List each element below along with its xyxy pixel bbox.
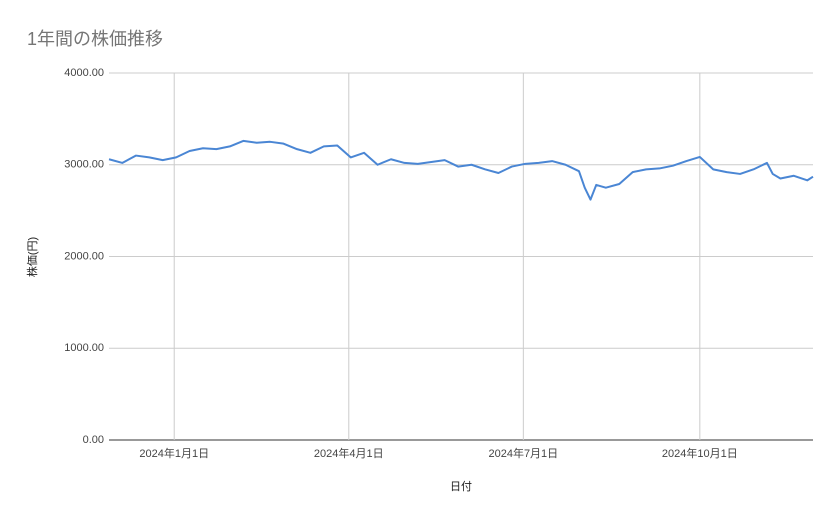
x-tick-label: 2024年10月1日 [662,446,738,460]
line [108,139,814,201]
x-tick-label: 2024年4月1日 [314,446,384,460]
y-tick-label: 3000.00 [64,159,104,171]
chart-title: 1年間の株価推移 [27,29,163,49]
y-tick-label: 0.00 [83,434,104,446]
y-axis-label: 株価(円) [25,237,39,277]
y-tick-label: 4000.00 [64,67,104,79]
x-tick-label: 2024年1月1日 [139,446,209,460]
x-tick-label: 2024年7月1日 [488,446,558,460]
y-tick-label: 1000.00 [64,342,104,354]
x-axis-label: 日付 [450,480,472,493]
y-tick-label: 2000.00 [64,250,104,262]
